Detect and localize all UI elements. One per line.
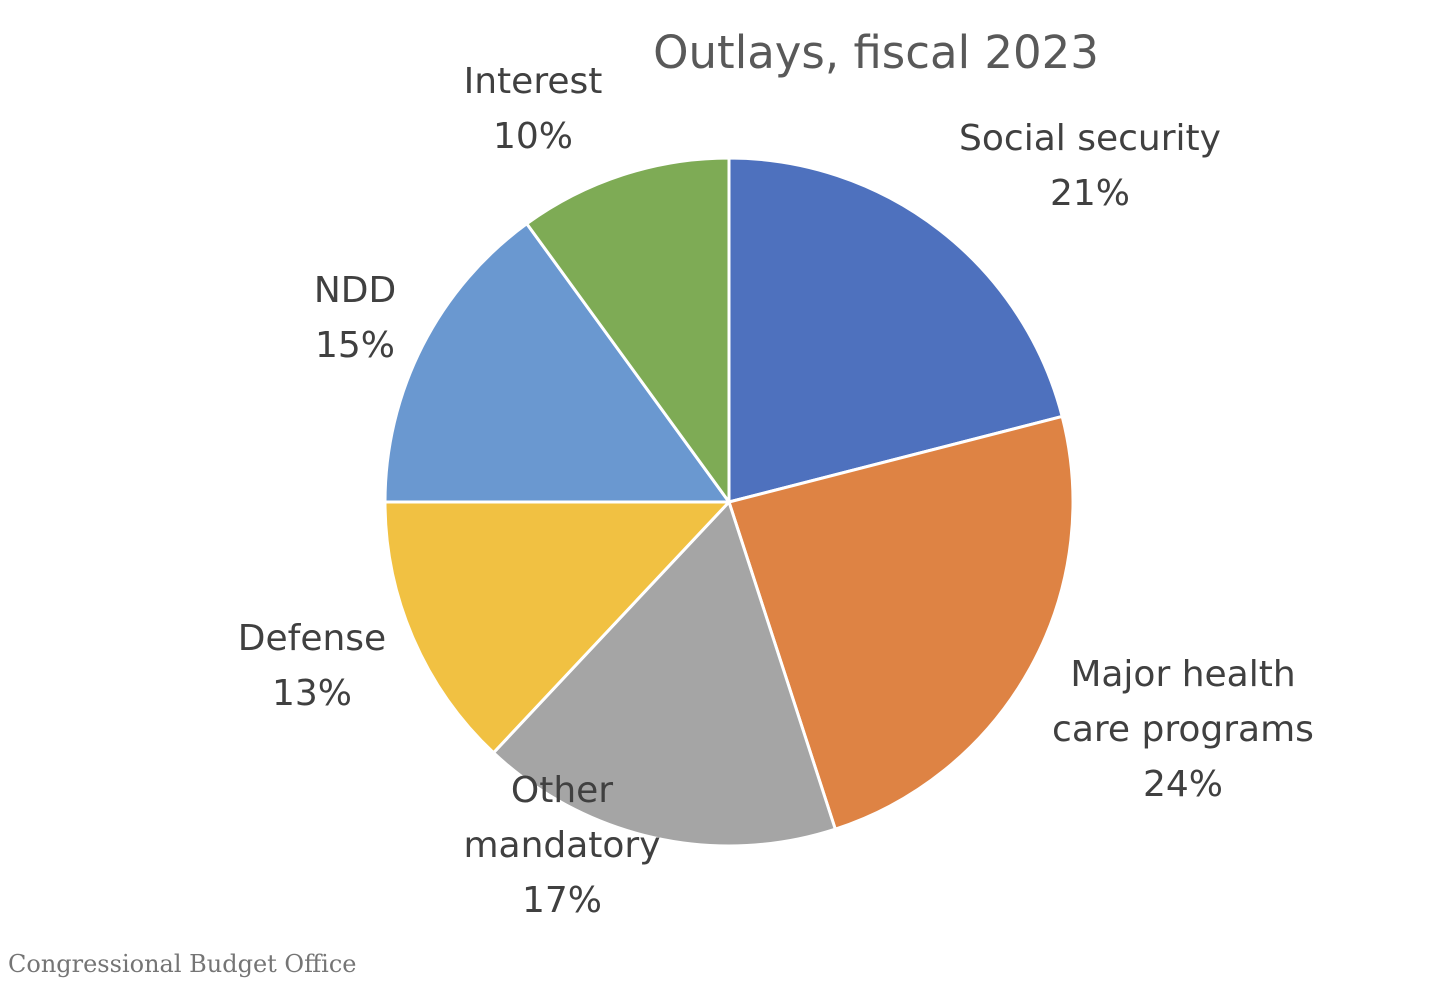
slice-category-label: NDD xyxy=(314,270,396,311)
slice-label-defense: Defense 13% xyxy=(238,618,386,714)
pie-slice-other-mandatory xyxy=(492,500,837,848)
pie-slice-ndd xyxy=(383,222,731,504)
pie-slices xyxy=(383,156,1075,848)
slice-category-label: Major health xyxy=(1070,654,1295,695)
slice-category-label: Defense xyxy=(238,618,386,659)
pie-slice-social-security xyxy=(727,156,1064,504)
slice-value-label: 21% xyxy=(1050,173,1130,214)
source-credit: Congressional Budget Office xyxy=(8,950,357,978)
slice-label-other-mandatory: Other mandatory 17% xyxy=(463,770,660,921)
pie-slice-interest xyxy=(525,156,731,504)
slice-category-label: Interest xyxy=(464,61,603,102)
pie-chart: Outlays, fiscal 2023 Social security 21% M… xyxy=(238,26,1314,921)
slice-labels: Social security 21% Major health care progr… xyxy=(238,61,1314,921)
slice-category-label: Social security xyxy=(959,118,1221,159)
pie-slice-defense xyxy=(383,500,731,755)
slice-label-ndd: NDD 15% xyxy=(314,270,396,366)
slice-value-label: 10% xyxy=(493,116,573,157)
slice-label-social-security: Social security 21% xyxy=(959,118,1221,214)
chart-title: Outlays, fiscal 2023 xyxy=(653,26,1099,79)
slice-label-interest: Interest 10% xyxy=(464,61,603,157)
slice-value-label: 13% xyxy=(272,673,352,714)
slice-category-label: care programs xyxy=(1052,709,1314,750)
pie-slice-major-health-care-programs xyxy=(727,414,1075,831)
slice-category-label: Other xyxy=(511,770,613,811)
slice-value-label: 17% xyxy=(522,880,602,921)
slice-label-major-health-care-programs: Major health care programs 24% xyxy=(1052,654,1314,805)
slice-value-label: 24% xyxy=(1143,764,1223,805)
slice-value-label: 15% xyxy=(315,325,395,366)
slice-category-label: mandatory xyxy=(463,825,660,866)
